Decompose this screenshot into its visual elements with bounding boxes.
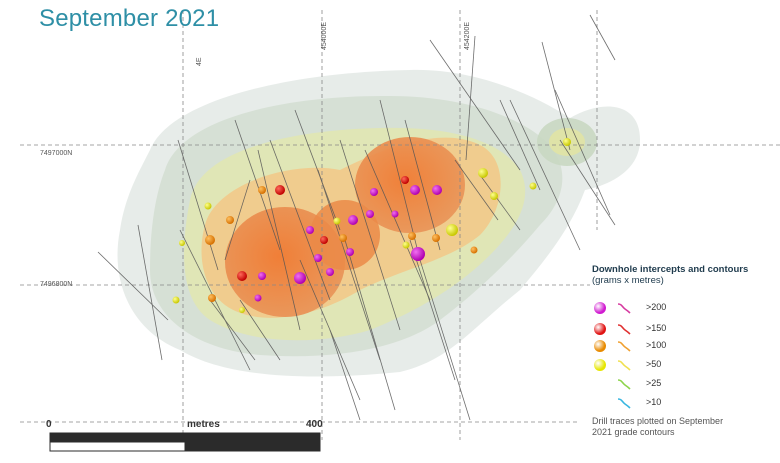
legend: Downhole intercepts and contours (grams … bbox=[592, 264, 777, 437]
legend-trace-icon bbox=[617, 303, 631, 314]
scale-bar bbox=[49, 432, 321, 452]
legend-trace-icon bbox=[617, 324, 631, 335]
legend-sphere-icon bbox=[594, 302, 606, 314]
easting-label-454000: 454000E bbox=[321, 21, 328, 50]
legend-item: >50 bbox=[592, 358, 732, 372]
legend-item: >25 bbox=[592, 377, 732, 391]
legend-title: Downhole intercepts and contours (grams … bbox=[592, 264, 777, 286]
legend-note: Drill traces plotted on September 2021 g… bbox=[592, 416, 724, 437]
legend-item: >10 bbox=[592, 396, 732, 410]
map-title: September 2021 bbox=[39, 5, 220, 32]
easting-label-454200: 454200E bbox=[464, 21, 471, 50]
legend-item-label: >10 bbox=[646, 397, 662, 407]
legend-trace-icon bbox=[617, 360, 631, 371]
northing-label-7496800: 7496800N bbox=[40, 281, 73, 288]
scale-label-units: metres bbox=[187, 419, 220, 430]
legend-trace-icon bbox=[617, 341, 631, 352]
legend-item-label: >200 bbox=[646, 302, 667, 312]
scale-label-end: 400 bbox=[306, 419, 323, 430]
legend-sphere-icon bbox=[594, 323, 606, 335]
legend-trace-icon bbox=[617, 398, 631, 409]
legend-trace-icon bbox=[617, 379, 631, 390]
legend-title-unit: (grams x metres) bbox=[592, 275, 664, 286]
legend-item: >100 bbox=[592, 339, 732, 353]
legend-item-label: >100 bbox=[646, 340, 667, 350]
scale-label-zero: 0 bbox=[46, 419, 52, 430]
coordinate-grid bbox=[20, 10, 780, 440]
legend-item-label: >150 bbox=[646, 323, 667, 333]
legend-item: >200 bbox=[592, 301, 732, 315]
easting-label-partial: 4E bbox=[196, 57, 203, 66]
legend-sphere-icon bbox=[594, 340, 606, 352]
legend-sphere-icon bbox=[594, 359, 606, 371]
drill-traces bbox=[97, 14, 616, 421]
legend-item: >150 bbox=[592, 322, 732, 336]
legend-item-label: >50 bbox=[646, 359, 662, 369]
legend-item-label: >25 bbox=[646, 378, 662, 388]
northing-label-7497000: 7497000N bbox=[40, 150, 73, 157]
legend-title-main: Downhole intercepts and contours bbox=[592, 264, 749, 275]
intercept-markers bbox=[172, 138, 571, 313]
